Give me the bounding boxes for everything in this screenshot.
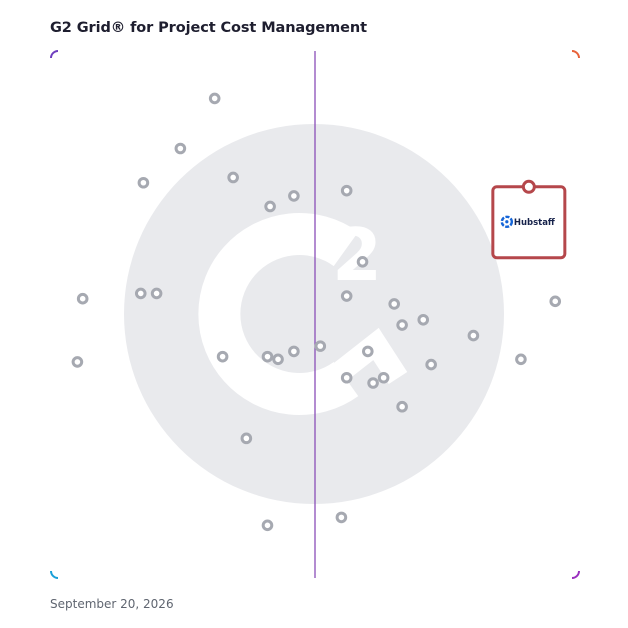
data-point[interactable] [340,371,353,384]
hubstaff-label: Hubstaff [514,218,555,228]
data-point[interactable] [264,200,276,213]
data-point[interactable] [272,353,284,366]
data-point[interactable] [227,171,239,184]
data-point[interactable] [261,350,274,363]
data-point[interactable] [314,340,327,352]
data-point[interactable] [216,350,229,363]
data-point[interactable] [377,371,390,384]
data-point[interactable] [356,256,369,268]
data-point[interactable] [549,295,562,308]
page-title: G2 Grid® for Project Cost Management [50,20,367,36]
data-point[interactable] [288,345,300,358]
data-point[interactable] [150,287,163,300]
data-point[interactable] [396,400,408,413]
data-point[interactable] [134,287,147,300]
data-point[interactable] [340,184,353,197]
data-point[interactable] [288,190,300,202]
data-point[interactable] [261,519,274,532]
data-point[interactable] [467,329,480,342]
hubstaff-logo-icon [500,215,514,228]
data-point[interactable] [137,176,150,189]
data-point[interactable] [340,290,353,302]
data-point[interactable] [388,298,401,310]
data-point[interactable] [335,511,348,524]
svg-text:2: 2 [332,213,382,297]
data-point[interactable] [76,292,89,305]
data-point[interactable] [240,432,253,445]
data-point[interactable] [367,377,379,389]
data-point[interactable] [208,92,221,105]
hubstaff-marker[interactable]: Hubstaff [491,179,567,260]
data-points [71,92,562,532]
data-point[interactable] [417,313,430,326]
data-point[interactable] [396,319,408,331]
data-point[interactable] [425,358,437,371]
data-point[interactable] [515,353,527,366]
data-point[interactable] [362,345,374,358]
data-point[interactable] [71,356,84,368]
report-date: September 20, 2026 [50,597,174,611]
data-point[interactable] [174,142,187,155]
